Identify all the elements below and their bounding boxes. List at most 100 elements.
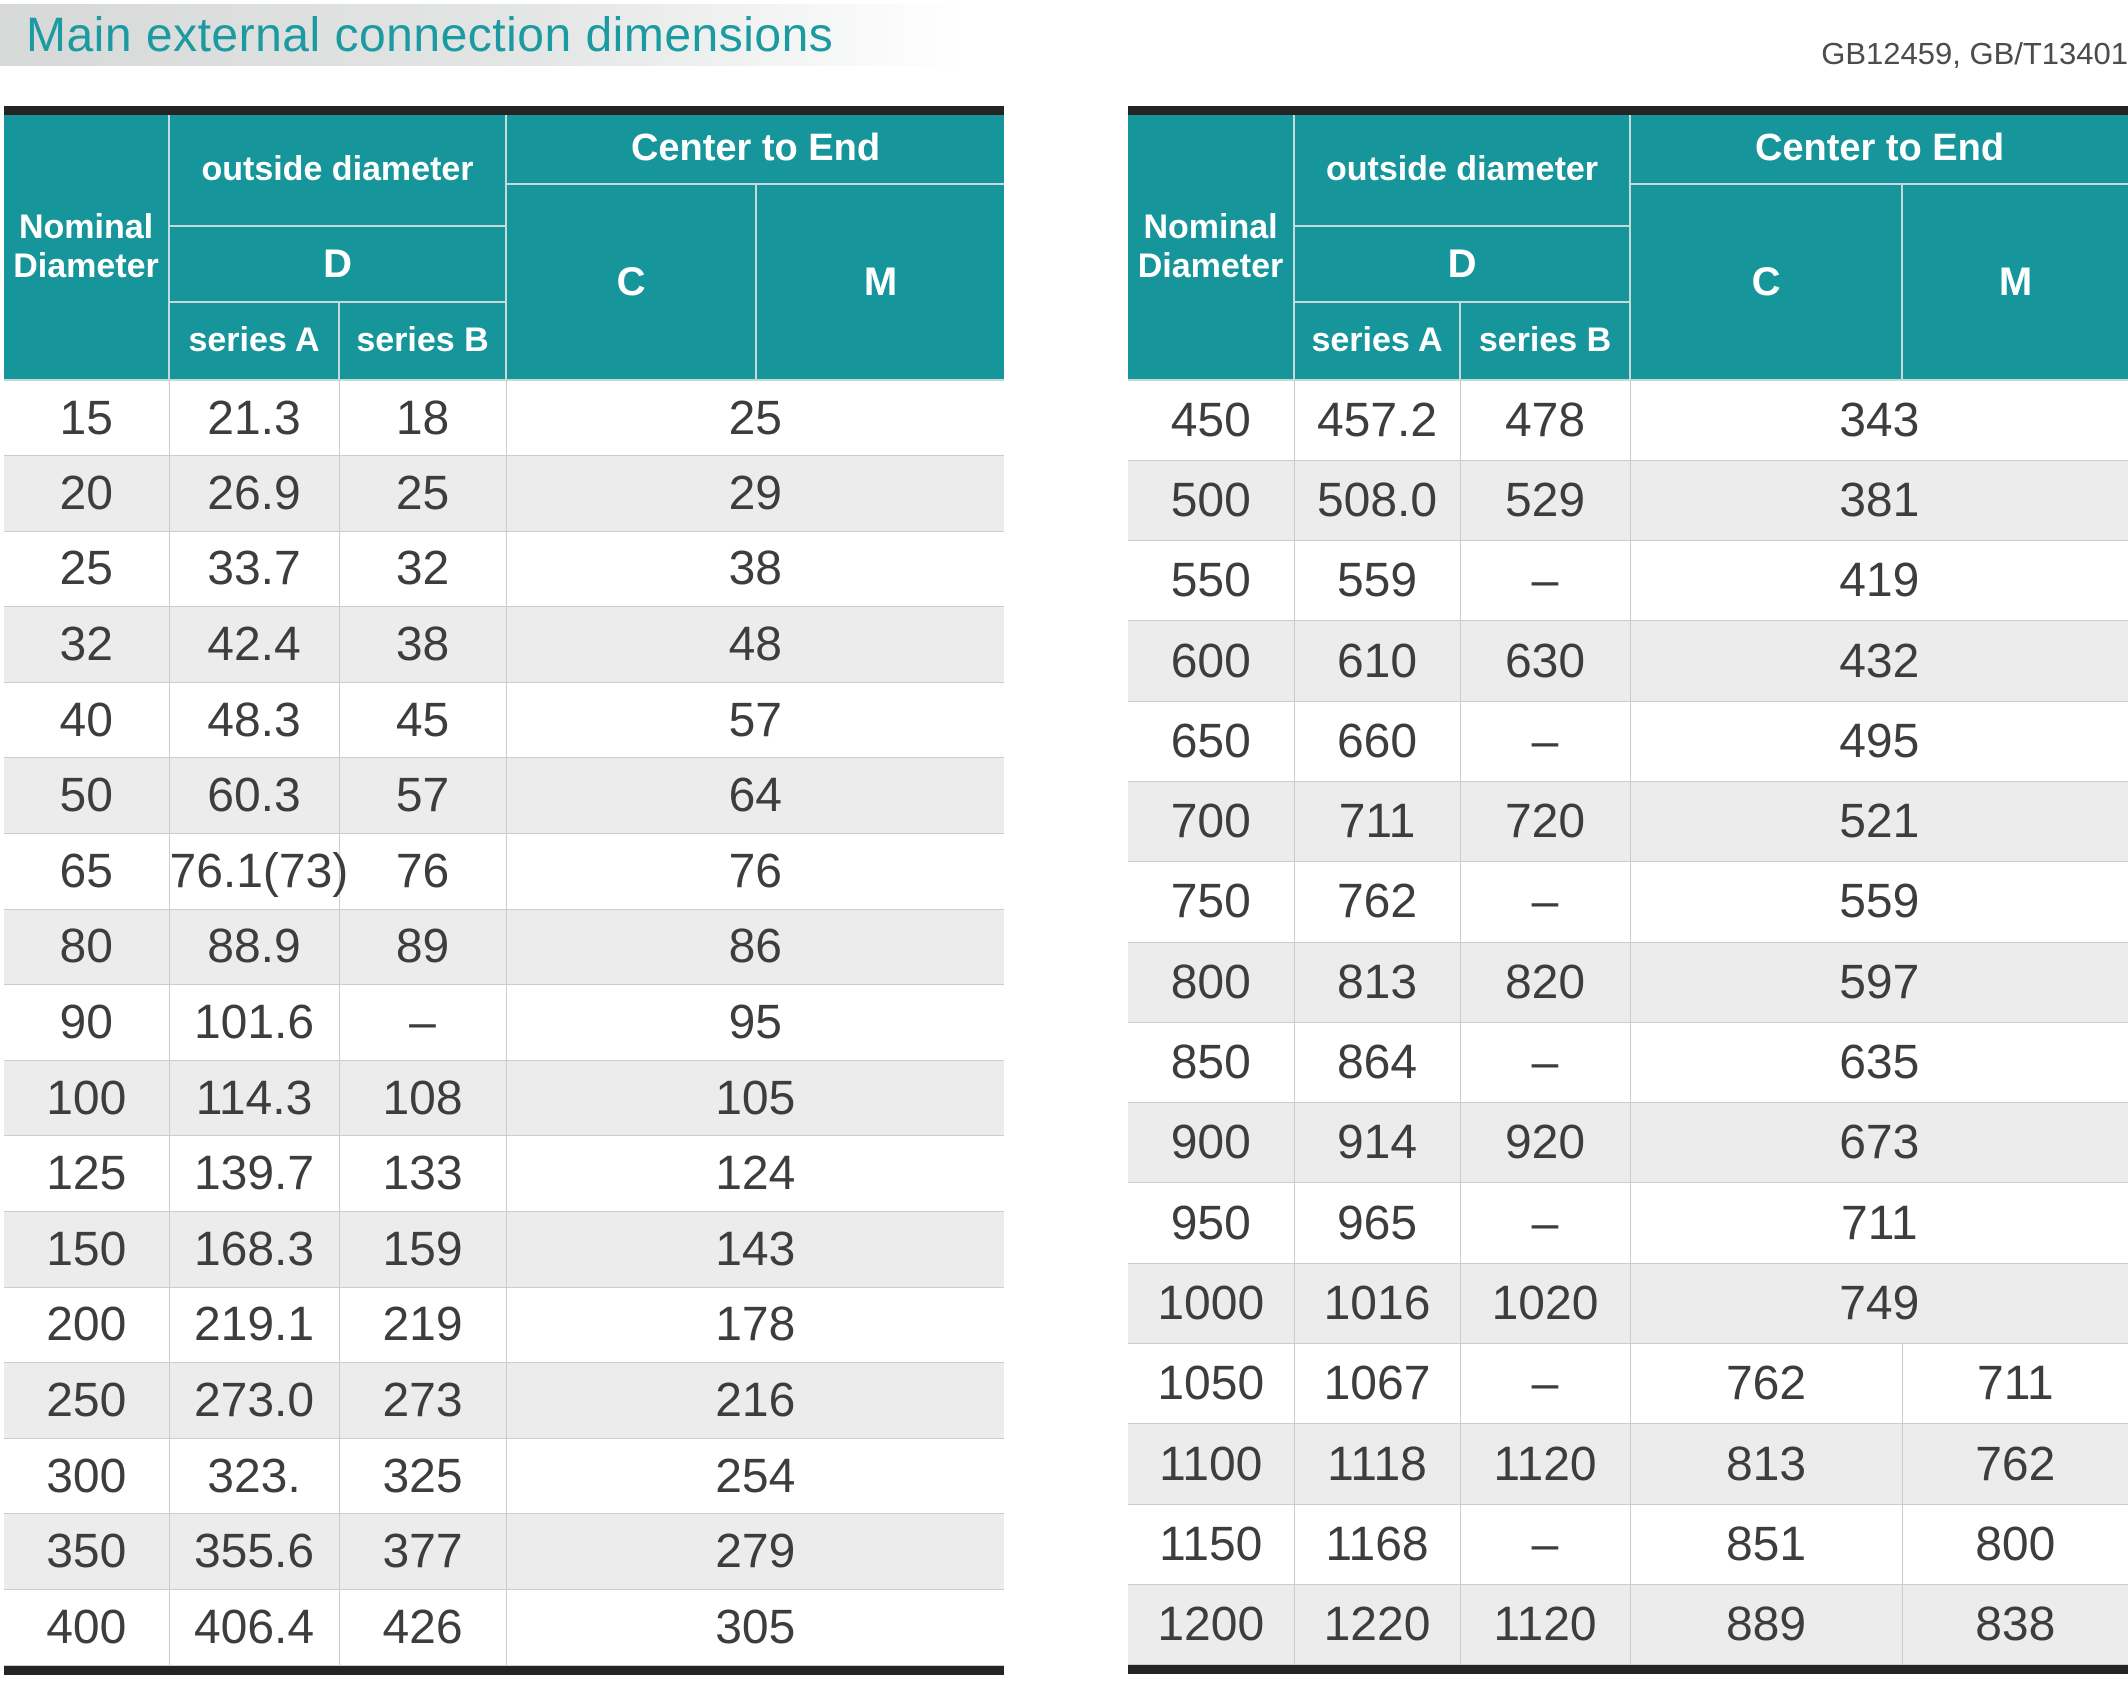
table-cell: 114.3 [168, 1059, 340, 1137]
table-cell: 32 [4, 606, 170, 683]
table-cell: 273.0 [168, 1362, 340, 1439]
table-cell: 711 [1293, 780, 1461, 863]
table-cell: 89 [338, 908, 507, 986]
table-row: 650 660–495 [1128, 700, 2128, 782]
table-cell: 48 [505, 606, 1005, 683]
table-cell: 610 [1293, 620, 1461, 702]
table-cell: 1016 [1293, 1262, 1461, 1345]
table-cell: 18 [338, 379, 507, 457]
table-cell: 762 [1629, 1343, 1903, 1425]
header-nominal-diameter: Nominal Diameter [1128, 115, 1295, 381]
table-row: 450 457.2 478 343 [1128, 379, 2128, 461]
table-cell: 40 [4, 681, 170, 759]
table-cell: 305 [505, 1589, 1005, 1666]
table: Nominal Diameter outside diameter Center… [4, 115, 1005, 1666]
table-cell: 559 [1293, 540, 1461, 622]
table-cell: 381 [1629, 459, 2128, 542]
table-row: 550 559–419 [1128, 540, 2128, 622]
table-cell: 864 [1293, 1021, 1461, 1104]
table-cell: 1100 [1128, 1423, 1295, 1505]
table-cell: – [338, 984, 507, 1061]
table-row: 25 33.7 32 38 [4, 530, 1005, 608]
table-cell: 820 [1459, 941, 1631, 1023]
table-cell: 597 [1629, 941, 2128, 1023]
table-row: 90 101.6–95 [4, 984, 1005, 1061]
table-row: 350 355.6 377 279 [4, 1513, 1005, 1590]
table-body: 450 457.2 478 343 500 508.0 529 381 550 559–419 60… [1128, 379, 2128, 1666]
table-cell: 50 [4, 757, 170, 835]
table-cell: 254 [505, 1437, 1005, 1515]
table-cell: 559 [1629, 861, 2128, 943]
table-cell: 500 [1128, 459, 1295, 542]
table-row: 300 323. 325 254 [4, 1437, 1005, 1515]
dimensions-table-right: Nominal Diameter outside diameter Center… [1128, 106, 2128, 1675]
table-row: 80 88.9 89 86 [4, 908, 1005, 986]
table-cell: 749 [1629, 1262, 2128, 1345]
table-row: 850 864–635 [1128, 1021, 2128, 1104]
page-title: Main external connection dimensions [26, 8, 834, 62]
table-cell: 95 [505, 984, 1005, 1061]
table-cell: 495 [1629, 700, 2128, 782]
table-row: 700 711 720 521 [1128, 780, 2128, 863]
table-row: 600 610 630 432 [1128, 620, 2128, 702]
table-cell: 150 [4, 1211, 170, 1288]
header-center-to-end: Center to End [505, 115, 1005, 185]
table-row: 250 273.0 273 216 [4, 1362, 1005, 1439]
table-cell: 15 [4, 379, 170, 457]
table-cell: 250 [4, 1362, 170, 1439]
table-row: 500 508.0 529 381 [1128, 459, 2128, 542]
header-series-b: series B [1458, 301, 1632, 381]
table-cell: 101.6 [168, 984, 340, 1061]
table-cell: 76 [338, 833, 507, 910]
header-series-b: series B [337, 301, 508, 381]
table-cell: – [1459, 1503, 1631, 1585]
table-row: 400 406.4 426 305 [4, 1589, 1005, 1666]
table-cell: 32 [338, 530, 507, 608]
table-row: 750 762–559 [1128, 861, 2128, 943]
table-cell: 25 [338, 455, 507, 532]
table-cell: 750 [1128, 861, 1295, 943]
table-row: 200 219.1 219 178 [4, 1286, 1005, 1364]
table-cell: 139.7 [168, 1135, 340, 1213]
table-cell: 600 [1128, 620, 1295, 702]
header-outside-diameter: outside diameter [1292, 115, 1632, 227]
table-cell: 57 [505, 681, 1005, 759]
table-cell: 1168 [1293, 1503, 1461, 1585]
table-cell: 76.1(73) [168, 833, 348, 910]
table-row: 20 26.9 25 29 [4, 455, 1005, 532]
table-row: 125 139.7 133 124 [4, 1135, 1005, 1213]
table-cell: 1020 [1459, 1262, 1631, 1345]
table-cell: 838 [1901, 1583, 2128, 1666]
standards-reference: GB12459, GB/T13401 [1821, 36, 2128, 71]
table-cell: 1050 [1128, 1343, 1295, 1425]
table-cell: 168.3 [168, 1211, 340, 1288]
table-cell: 1220 [1293, 1583, 1461, 1666]
table-row: 950 965–711 [1128, 1182, 2128, 1264]
table-cell: 20 [4, 455, 170, 532]
table-cell: 133 [338, 1135, 507, 1213]
table-cell: 38 [338, 606, 507, 683]
table-cell: 29 [505, 455, 1005, 532]
table-cell: 521 [1629, 780, 2128, 863]
table-cell: 45 [338, 681, 507, 759]
table-cell: 325 [338, 1437, 507, 1515]
table-cell: 1200 [1128, 1583, 1295, 1666]
table-cell: 64 [505, 757, 1005, 835]
table: Nominal Diameter outside diameter Center… [1128, 115, 2128, 1666]
table-cell: 300 [4, 1437, 170, 1515]
table-row: 800 813 820 597 [1128, 941, 2128, 1023]
table-cell: 1150 [1128, 1503, 1295, 1585]
table-cell: 450 [1128, 379, 1295, 461]
table-cell: – [1459, 1343, 1631, 1425]
header-d: D [169, 225, 508, 303]
table-cell: – [1459, 540, 1631, 622]
table-cell: 762 [1293, 861, 1461, 943]
table-cell: 720 [1459, 780, 1631, 863]
table-cell: 343 [1629, 379, 2128, 461]
table-cell: 478 [1459, 379, 1631, 461]
dimensions-table-left: Nominal Diameter outside diameter Center… [4, 106, 1005, 1675]
table-cell: 100 [4, 1059, 170, 1137]
table-cell: – [1459, 1021, 1631, 1104]
table-cell: 900 [1128, 1102, 1295, 1184]
title-bar: Main external connection dimensions [0, 4, 966, 66]
